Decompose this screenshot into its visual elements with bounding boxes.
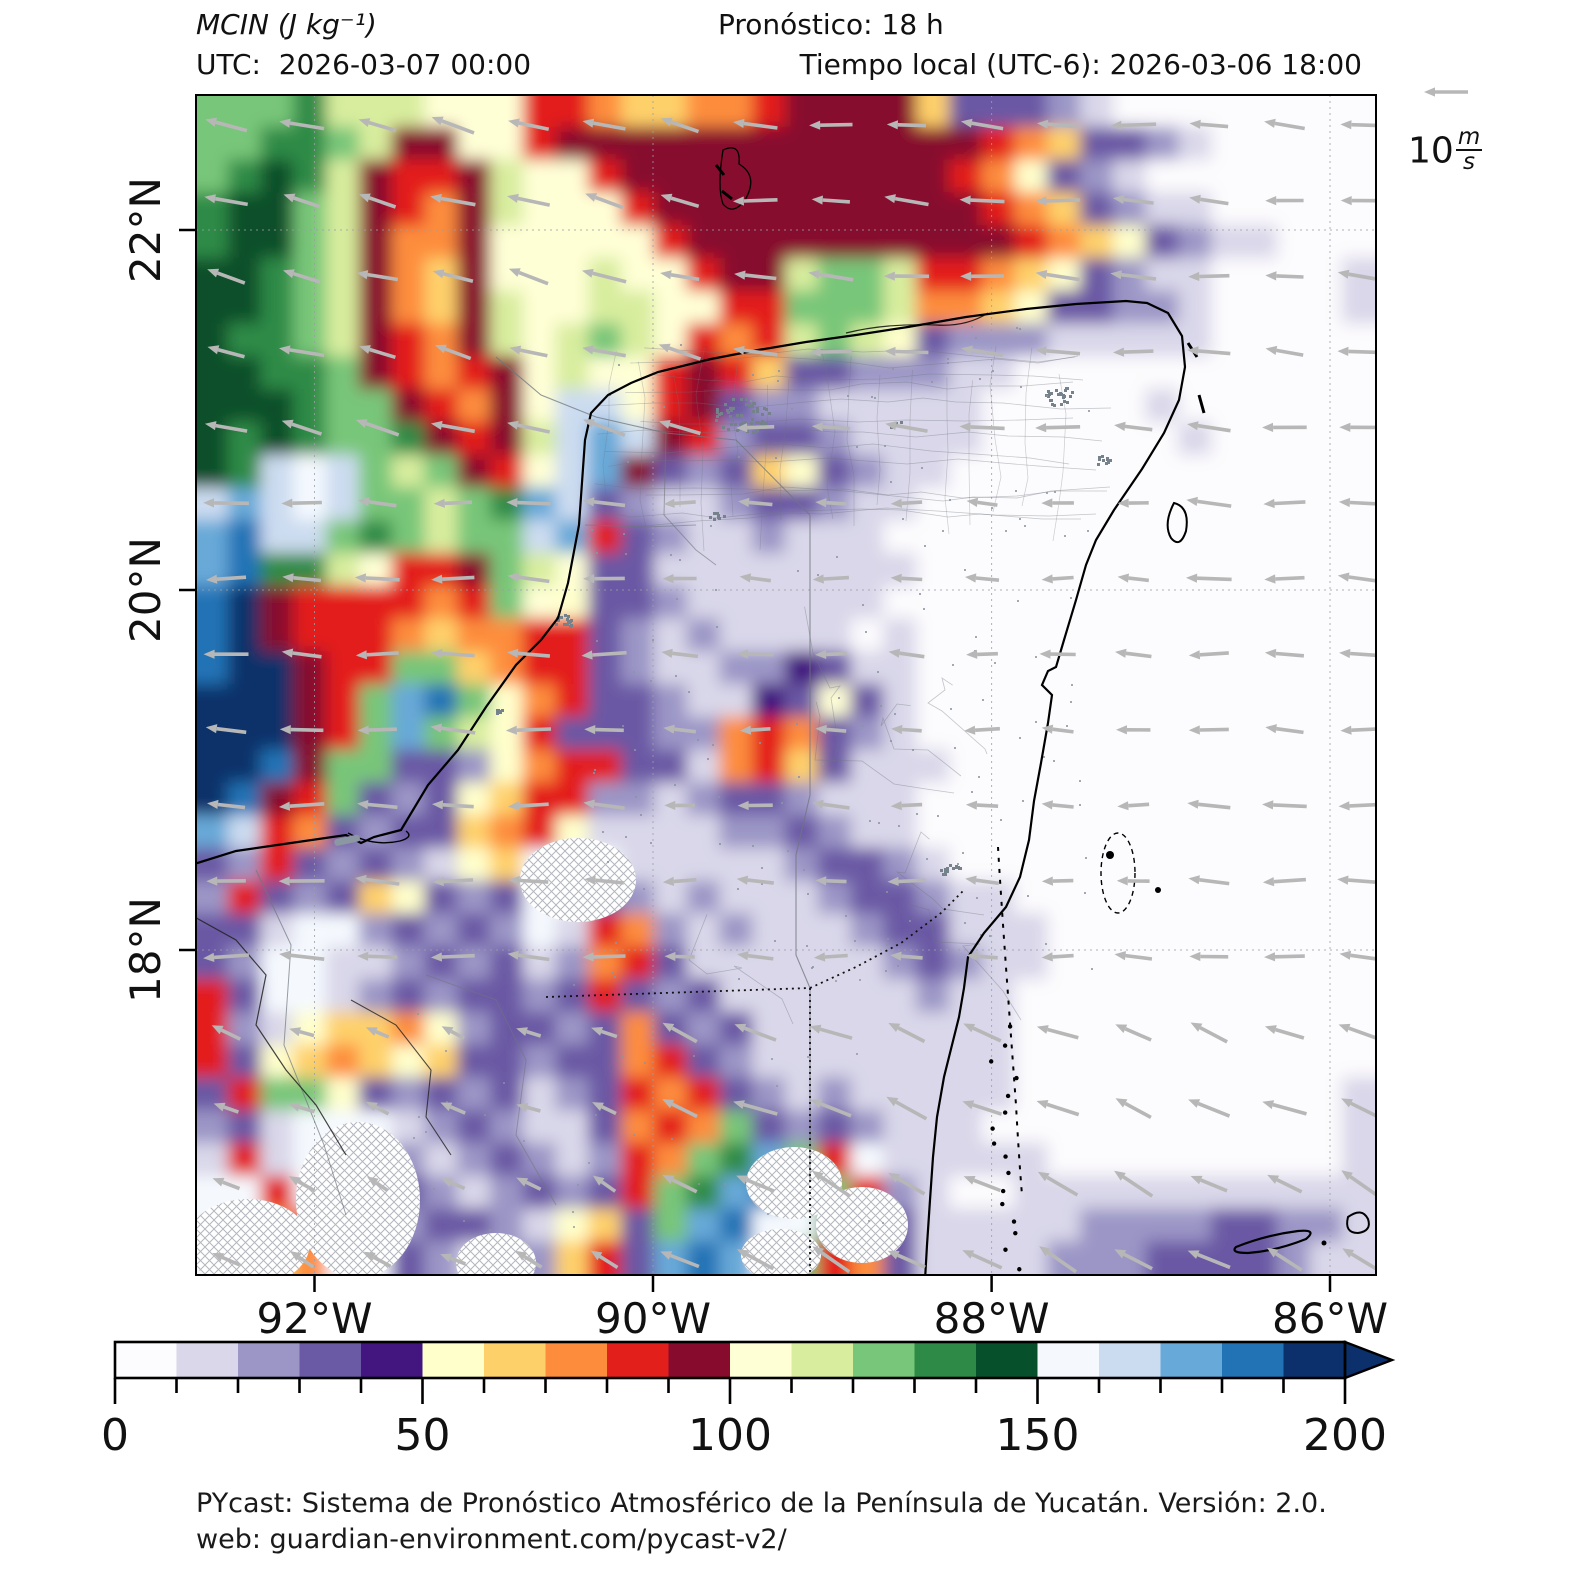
y-tick-label: 20°N <box>121 537 170 643</box>
forecast-map-canvas: 92°W 90°W 88°W 86°W 22°N 20°N 18°N 0 50 100 150 20… <box>101 87 1468 1461</box>
map-area <box>195 94 1377 1276</box>
y-tick-label: 22°N <box>121 177 170 283</box>
variable-title: MCIN (J kg⁻¹) <box>196 8 377 41</box>
mcin-field-layer <box>196 95 1376 1275</box>
colorbar-tick-label: 150 <box>996 1410 1080 1461</box>
colorbar-tick-label: 50 <box>395 1410 451 1461</box>
map-frame <box>195 94 1377 1276</box>
x-tick-label: 92°W <box>257 1294 373 1343</box>
forecast-hour-label: Pronóstico: 18 h <box>718 8 944 41</box>
colorbar-tick-label: 100 <box>688 1410 772 1461</box>
x-tick-label: 86°W <box>1272 1294 1388 1343</box>
wind-reference-value: 10 <box>1408 130 1454 172</box>
no-data-hatch-layer <box>196 838 908 1275</box>
footer-line2: web: guardian-environment.com/pycast-v2/ <box>196 1523 787 1555</box>
admin-boundaries <box>196 346 1112 1275</box>
axes: 92°W 90°W 88°W 86°W 22°N 20°N 18°N <box>121 177 1388 1343</box>
variable-units: (J kg⁻¹) <box>268 8 377 41</box>
local-time-label: Tiempo local (UTC-6): 2026-03-06 18:00 <box>799 48 1362 81</box>
urban-speckles <box>413 326 1112 1231</box>
wind-reference-arrow <box>1424 87 1468 97</box>
colorbar: 0 50 100 150 200 <box>101 1340 1396 1461</box>
utc-time-label: UTC: 2026-03-07 00:00 <box>196 48 532 81</box>
x-tick-label: 90°W <box>595 1294 711 1343</box>
variable-name: MCIN <box>196 8 269 41</box>
x-tick-label: 88°W <box>934 1294 1050 1343</box>
footer-line1: PYcast: Sistema de Pronóstico Atmosféric… <box>196 1488 1327 1519</box>
wind-arrow-layer <box>203 116 1376 1274</box>
footer-credits: PYcast: Sistema de Pronóstico Atmosféric… <box>196 1486 1327 1558</box>
latlon-gridlines <box>196 95 1376 1275</box>
colorbar-tick-label: 0 <box>101 1410 129 1461</box>
coastline-layer <box>196 147 1370 1275</box>
colorbar-tick-label: 200 <box>1303 1410 1387 1461</box>
y-tick-label: 18°N <box>121 897 170 1003</box>
wind-reference-legend: 10 m s <box>1408 124 1483 177</box>
